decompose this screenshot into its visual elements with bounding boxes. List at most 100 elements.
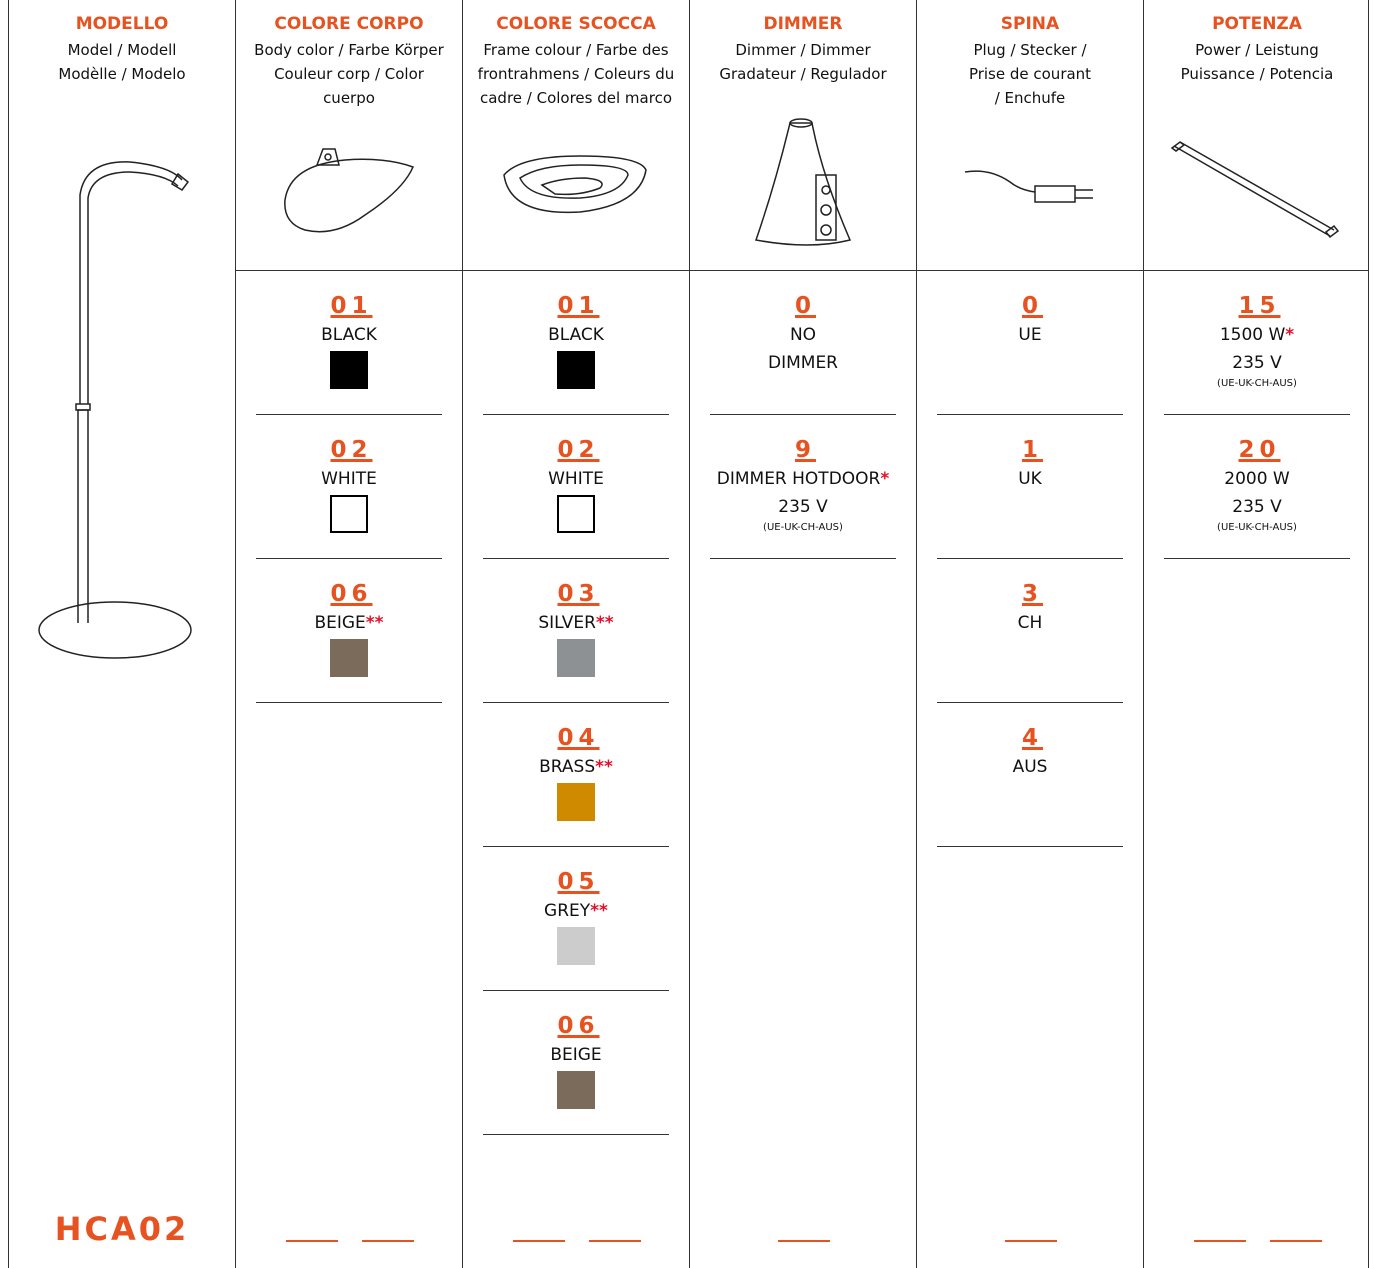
option-label-text: AUS bbox=[1012, 757, 1048, 777]
option: 04 BRASS** bbox=[463, 703, 689, 847]
subtitle-line: Model / Modell bbox=[67, 41, 177, 59]
option-label: UK bbox=[917, 465, 1143, 493]
option-label: AUS bbox=[917, 753, 1143, 781]
option-divider bbox=[1164, 414, 1350, 415]
option-label-text: GREY bbox=[544, 901, 591, 921]
column-subtitle: Model / Modell Modèlle / Modelo bbox=[9, 38, 235, 86]
color-swatch bbox=[330, 351, 368, 389]
column-subtitle: Plug / Stecker / Prise de courant / Enchuf… bbox=[917, 38, 1143, 110]
color-swatch bbox=[557, 351, 595, 389]
lamp-icon bbox=[38, 161, 192, 659]
option-code: 04 bbox=[557, 725, 600, 751]
option-label: WHITE bbox=[463, 465, 689, 493]
subtitle-line: Modèlle / Modelo bbox=[58, 65, 186, 83]
option-label: BEIGE bbox=[463, 1041, 689, 1069]
column-title: COLORE SCOCCA bbox=[496, 14, 656, 34]
option-label-text: BLACK bbox=[548, 325, 604, 345]
subtitle-line: Plug / Stecker / bbox=[973, 41, 1087, 59]
option-label: UE bbox=[917, 321, 1143, 349]
option-label: DIMMER bbox=[690, 349, 916, 377]
color-swatch bbox=[557, 1071, 595, 1109]
option-divider bbox=[937, 846, 1123, 847]
option-code: 06 bbox=[330, 581, 373, 607]
option-label-text: BEIGE bbox=[550, 1045, 602, 1065]
option-code: 9 bbox=[794, 437, 816, 463]
option-label: CH bbox=[917, 609, 1143, 637]
option-divider bbox=[483, 702, 669, 703]
color-swatch bbox=[557, 639, 595, 677]
column-subtitle: Power / Leistung Puissance / Potencia bbox=[1144, 38, 1370, 86]
subtitle-line: cadre / Colores del marco bbox=[479, 89, 672, 107]
column: POTENZA Power / Leistung Puissance / Poten… bbox=[1143, 0, 1370, 1268]
option: 01 BLACK bbox=[463, 271, 689, 415]
subtitle-line: Couleur corp / Color bbox=[274, 65, 424, 83]
option-label-text: WHITE bbox=[548, 469, 604, 489]
subtitle-line: cuerpo bbox=[323, 89, 375, 107]
body-icon bbox=[284, 148, 415, 233]
header-rule bbox=[235, 270, 1369, 271]
option-label-text: 235 V bbox=[778, 497, 828, 517]
option-code: 01 bbox=[557, 293, 600, 319]
column-subtitle: Dimmer / Dimmer Gradateur / Regulador bbox=[690, 38, 916, 86]
option-code: 03 bbox=[557, 581, 600, 607]
option-label: 235 V bbox=[690, 493, 916, 521]
subtitle-line: Puissance / Potencia bbox=[1180, 65, 1334, 83]
column-subtitle: Frame colour / Farbe des frontrahmens / C… bbox=[463, 38, 689, 110]
option-label: GREY** bbox=[463, 897, 689, 925]
power-icon bbox=[1170, 141, 1340, 239]
color-swatch bbox=[557, 495, 595, 533]
option: 0 NO DIMMER bbox=[690, 271, 916, 415]
option-divider bbox=[710, 414, 896, 415]
option-divider bbox=[256, 702, 442, 703]
subtitle-line: Dimmer / Dimmer bbox=[735, 41, 871, 59]
option-label-text: UE bbox=[1018, 325, 1042, 345]
subtitle-line: Prise de courant bbox=[968, 65, 1092, 83]
option-label-text: DIMMER HOTDOOR bbox=[716, 469, 881, 489]
option-divider bbox=[256, 414, 442, 415]
column-title: SPINA bbox=[1000, 14, 1060, 34]
option-label-text: CH bbox=[1017, 613, 1043, 633]
option-label: BLACK bbox=[236, 321, 462, 349]
option-code: 1 bbox=[1021, 437, 1043, 463]
column-subtitle: Body color / Farbe Körper Couleur corp / … bbox=[236, 38, 462, 110]
option-divider bbox=[483, 846, 669, 847]
option-label-text: NO bbox=[789, 325, 817, 345]
option: 02 WHITE bbox=[236, 415, 462, 559]
option: 02 WHITE bbox=[463, 415, 689, 559]
color-swatch bbox=[330, 495, 368, 533]
option-code: 06 bbox=[557, 1013, 600, 1039]
option-label-text: DIMMER bbox=[768, 353, 838, 373]
option-code: 15 bbox=[1238, 293, 1281, 319]
subtitle-line: Body color / Farbe Körper bbox=[254, 41, 444, 59]
option-label-text: 235 V bbox=[1232, 353, 1282, 373]
option-label: BEIGE** bbox=[236, 609, 462, 637]
right-border bbox=[1368, 0, 1369, 1268]
subtitle-line: Power / Leistung bbox=[1195, 41, 1319, 59]
model-code: HCA02 bbox=[54, 1210, 190, 1248]
option-small: (UE-UK-CH-AUS) bbox=[1217, 378, 1297, 389]
column-title: COLORE CORPO bbox=[274, 14, 424, 34]
option-code: 3 bbox=[1021, 581, 1043, 607]
option-divider bbox=[1164, 558, 1350, 559]
option-label-text: SILVER bbox=[538, 613, 596, 633]
option: 06 BEIGE** bbox=[236, 559, 462, 703]
option-label-text: BLACK bbox=[321, 325, 377, 345]
option-label: 2000 W bbox=[1144, 465, 1370, 493]
option-divider bbox=[483, 1134, 669, 1135]
column-title: MODELLO bbox=[75, 14, 169, 34]
option-label: SILVER** bbox=[463, 609, 689, 637]
code-blank bbox=[1004, 1240, 1057, 1242]
option-note: * bbox=[880, 469, 890, 489]
color-swatch bbox=[557, 927, 595, 965]
option-label-text: WHITE bbox=[321, 469, 377, 489]
option-small: (UE-UK-CH-AUS) bbox=[1217, 522, 1297, 533]
code-blank bbox=[777, 1240, 830, 1242]
option-label-text: UK bbox=[1018, 469, 1042, 489]
option-label: DIMMER HOTDOOR* bbox=[690, 465, 916, 493]
option-code: 20 bbox=[1238, 437, 1281, 463]
color-swatch bbox=[330, 639, 368, 677]
option-label-text: BEIGE bbox=[314, 613, 366, 633]
option: 15 1500 W* 235 V (UE-UK-CH-AUS) bbox=[1144, 271, 1370, 415]
frame-icon bbox=[503, 155, 647, 214]
option-label: BRASS** bbox=[463, 753, 689, 781]
